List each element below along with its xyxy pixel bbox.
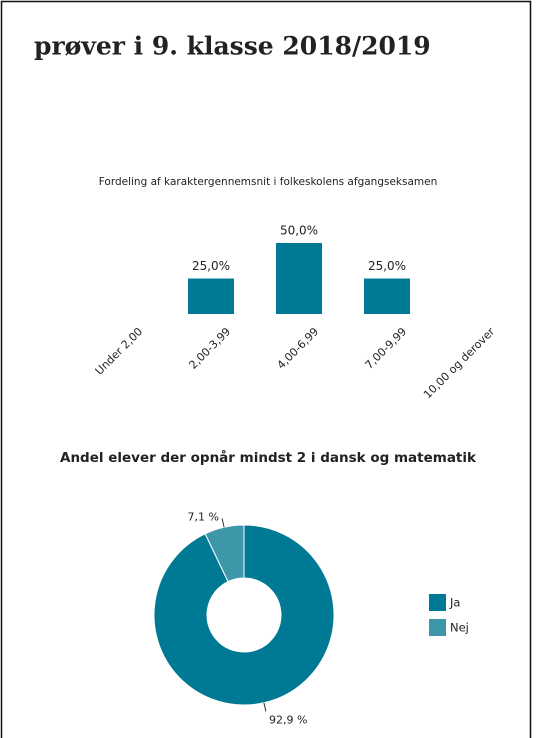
x-tick-label: 4,00-6,99 <box>275 325 322 372</box>
leader-line <box>263 702 267 712</box>
data-label: 50,0% <box>280 224 318 238</box>
pie-slice <box>153 524 335 706</box>
data-label: 25,0% <box>368 259 406 273</box>
legend-swatch <box>429 619 446 636</box>
data-label: 7,1 % <box>188 511 219 524</box>
chart-title: Fordeling af karaktergennemsnit i folkes… <box>99 176 438 188</box>
legend-swatch <box>429 594 446 611</box>
bar <box>276 243 322 314</box>
x-tick-label: 10,00 og derover <box>421 325 498 402</box>
page-title: prøver i 9. klasse 2018/2019 <box>34 32 431 61</box>
pie-slice <box>204 524 245 583</box>
chart-title: Andel elever der opnår mindst 2 i dansk … <box>60 449 477 466</box>
legend-label: Nej <box>450 621 469 635</box>
x-tick-label: 7,00-9,99 <box>363 325 410 372</box>
data-label: 25,0% <box>192 259 230 273</box>
leader-line <box>221 518 225 528</box>
legend-label: Ja <box>449 596 460 610</box>
x-tick-label: 2,00-3,99 <box>187 325 234 372</box>
x-tick-label: Under 2,00 <box>93 325 146 378</box>
data-label: 92,9 % <box>269 713 307 726</box>
bar <box>364 278 410 314</box>
bar <box>188 278 234 314</box>
